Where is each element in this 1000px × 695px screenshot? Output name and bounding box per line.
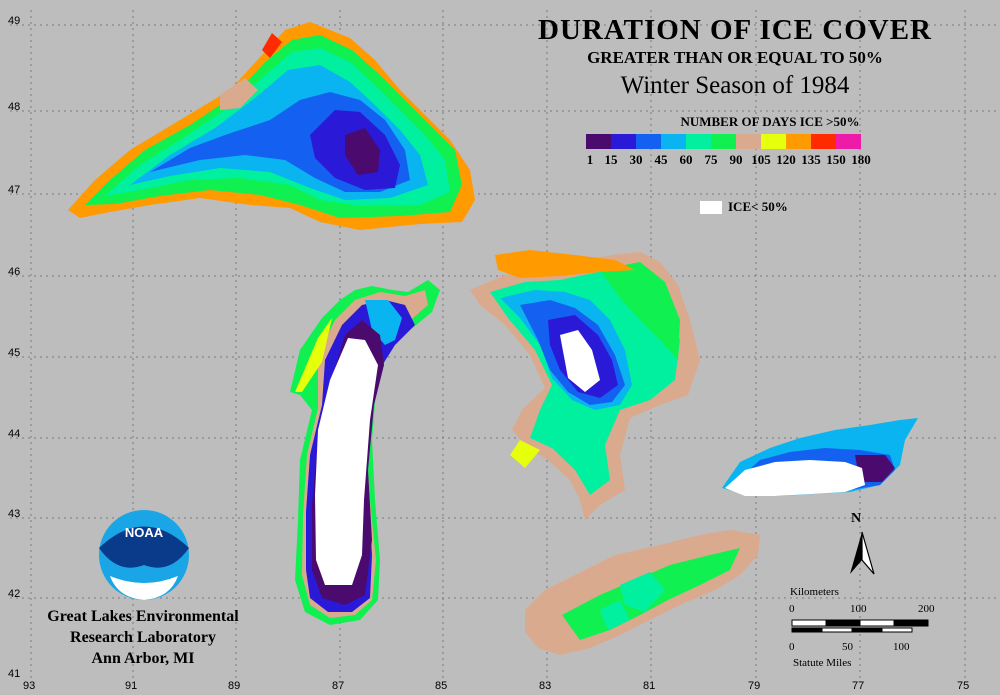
legend-swatch (736, 134, 761, 149)
legend-tick: 15 (604, 152, 618, 167)
legend-tick: 90 (729, 152, 743, 167)
latitude-label: 49 (8, 15, 21, 27)
longitude-label: 77 (852, 680, 865, 692)
north-label: N (851, 511, 862, 526)
legend-swatch (586, 134, 611, 149)
legend-swatch (811, 134, 836, 149)
legend-swatch (661, 134, 686, 149)
longitude-label: 91 (125, 680, 138, 692)
legend-tick: 120 (776, 152, 796, 167)
longitude-label: 81 (643, 680, 656, 692)
legend-title: NUMBER OF DAYS ICE >50% (680, 114, 860, 129)
scale-mi-title: Statute Miles (793, 657, 852, 669)
legend-tick: 150 (826, 152, 846, 167)
latitude-label: 41 (8, 668, 21, 680)
longitude-label: 93 (23, 680, 36, 692)
legend-tick: 135 (801, 152, 821, 167)
scale-km-100: 100 (850, 603, 867, 615)
longitude-label: 75 (957, 680, 970, 692)
legend-tick: 30 (629, 152, 643, 167)
scale-mi-0: 0 (789, 641, 795, 653)
scale-km-0: 0 (789, 603, 795, 615)
map-season: Winter Season of 1984 (620, 72, 850, 99)
lake-erie (525, 530, 760, 655)
scale-bar (791, 619, 929, 633)
map-subtitle: GREATER THAN OR EQUAL TO 50% (587, 48, 883, 67)
noaa-logo: NOAA (99, 510, 189, 600)
latitude-label: 43 (8, 508, 21, 520)
map-title: DURATION OF ICE COVER (538, 14, 932, 46)
legend-swatch (611, 134, 636, 149)
lab-name-line1: Great Lakes Environmental (47, 608, 239, 625)
lab-name-line2: Research Laboratory (70, 629, 216, 646)
longitude-label: 79 (748, 680, 761, 692)
north-arrow (850, 531, 875, 575)
ice-swatch (700, 201, 722, 214)
scale-km-200: 200 (918, 603, 935, 615)
noaa-logo-text: NOAA (125, 525, 164, 540)
legend-swatch (836, 134, 861, 149)
legend-tick: 75 (704, 152, 718, 167)
legend-tick: 45 (654, 152, 668, 167)
scale-mi-100: 100 (893, 641, 910, 653)
longitude-label: 87 (332, 680, 345, 692)
legend-ticks: 1 15 30 45 60 75 90 105 120 135 150 180 (580, 152, 940, 168)
legend-swatch (786, 134, 811, 149)
legend-swatch (711, 134, 736, 149)
latitude-label: 45 (8, 347, 21, 359)
longitude-label: 89 (228, 680, 241, 692)
latitude-label: 44 (8, 428, 21, 440)
lake-superior (68, 22, 475, 230)
lake-ontario (722, 418, 918, 496)
scale-km-title: Kilometers (790, 586, 839, 598)
scale-mi-50: 50 (842, 641, 853, 653)
latitude-label: 42 (8, 588, 21, 600)
latitude-label: 48 (8, 101, 21, 113)
longitude-label: 85 (435, 680, 448, 692)
legend-swatch (761, 134, 786, 149)
legend-tick: 180 (851, 152, 871, 167)
lake-huron (470, 250, 700, 520)
lab-location: Ann Arbor, MI (91, 650, 195, 667)
longitude-label: 83 (539, 680, 552, 692)
ice-label: ICE< 50% (728, 199, 788, 214)
legend-color-bar (586, 134, 861, 149)
legend-tick: 60 (679, 152, 693, 167)
lake-michigan (290, 280, 440, 625)
legend-swatch (636, 134, 661, 149)
latitude-label: 47 (8, 184, 21, 196)
legend-swatch (686, 134, 711, 149)
legend-tick: 1 (586, 152, 594, 167)
latitude-label: 46 (8, 266, 21, 278)
legend-tick: 105 (751, 152, 771, 167)
